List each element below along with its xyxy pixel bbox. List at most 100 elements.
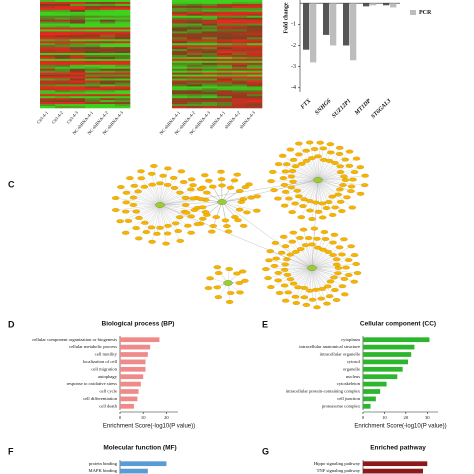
heatmap-cell — [172, 80, 188, 83]
heatmap-cell — [100, 21, 116, 24]
heatmap-cell — [202, 7, 218, 11]
heatmap-cell — [70, 56, 86, 60]
heatmap-cell — [40, 62, 56, 66]
network-edge — [284, 267, 313, 286]
network-edge — [317, 179, 323, 204]
network-edge — [304, 179, 319, 200]
heatmap-cell — [85, 72, 101, 75]
heatmap-cell — [217, 102, 233, 105]
heatmap-cell — [202, 66, 218, 70]
heatmap-cell — [202, 39, 218, 42]
heatmap-cell — [55, 7, 71, 11]
network-node — [130, 183, 138, 188]
heatmap-cell — [40, 84, 56, 87]
heatmap-cell — [85, 29, 101, 32]
heatmap-cell — [55, 54, 71, 58]
heatmap-cell — [70, 1, 86, 5]
heatmap-cell — [115, 66, 131, 70]
heatmap-cell — [40, 60, 56, 64]
network-node — [328, 213, 337, 217]
heatmap-cell — [40, 47, 56, 50]
network-edge — [273, 179, 319, 191]
heatmap-cell — [100, 17, 116, 20]
network-edge — [138, 204, 161, 239]
heatmap-cell — [172, 17, 188, 20]
heatmap-cell — [100, 47, 116, 50]
heatmap-cell — [40, 19, 56, 22]
heatmap-cell — [202, 31, 218, 34]
network-node — [335, 145, 344, 150]
network-node — [171, 221, 180, 226]
heatmap-cell — [70, 29, 86, 32]
network-node — [121, 230, 130, 235]
network-node — [176, 190, 184, 195]
heatmap-cell — [100, 98, 116, 101]
network-node — [235, 189, 244, 193]
heatmap-column-label: Ctrl-4-3 — [66, 110, 80, 125]
network-edge — [311, 254, 343, 269]
network-node — [213, 285, 222, 290]
heatmap-cell — [100, 72, 116, 75]
heatmap-cell — [85, 62, 101, 66]
network-edge — [159, 204, 169, 226]
heatmap-cell — [85, 86, 101, 89]
network-edge — [138, 204, 161, 219]
heatmap-cell — [202, 15, 218, 18]
network-edge — [311, 267, 317, 290]
network-node — [345, 163, 354, 168]
heatmap-cell — [100, 15, 116, 18]
network-node — [332, 257, 341, 262]
heatmap-cell — [172, 58, 188, 62]
bar — [370, 3, 377, 6]
network-edge — [159, 199, 206, 206]
heatmap-cell — [115, 76, 131, 79]
heatmap-cell — [100, 78, 116, 81]
network-node — [341, 178, 350, 182]
heatmap-cell — [217, 80, 233, 83]
network-edge — [159, 204, 179, 232]
bar — [120, 337, 160, 343]
heatmap-cell — [172, 5, 188, 9]
heatmap-cell — [247, 7, 263, 11]
heatmap-cell — [217, 21, 233, 24]
network-node — [296, 247, 305, 251]
heatmap-cell — [217, 31, 233, 34]
heatmap-cell — [247, 19, 263, 22]
heatmap-cell — [40, 58, 56, 62]
network-edge — [126, 202, 161, 206]
heatmap-cell — [247, 96, 263, 99]
heatmap-cell — [70, 47, 86, 50]
heatmap-cell — [232, 5, 248, 9]
bar — [120, 366, 146, 372]
network-edge — [311, 254, 334, 269]
heatmap-cell — [172, 90, 188, 93]
network-node — [174, 229, 183, 233]
network-edge — [298, 154, 319, 181]
heatmap-cell — [70, 100, 86, 103]
heatmap-cell — [187, 29, 203, 32]
network-edge — [270, 251, 313, 269]
heatmap-cell — [217, 17, 233, 20]
heatmap-cell — [187, 58, 203, 62]
heatmap-cell — [232, 54, 248, 58]
network-edge — [283, 177, 319, 181]
network-node — [204, 286, 213, 291]
network-node — [164, 166, 172, 171]
heatmap-cell — [115, 29, 131, 32]
heatmap-cell — [172, 9, 188, 13]
network-node — [287, 174, 296, 179]
network-edge — [311, 267, 337, 301]
heatmap-cell — [55, 64, 71, 68]
heatmap-cell — [40, 102, 56, 105]
heatmap-cell — [172, 76, 188, 79]
heatmap-cell — [217, 96, 233, 99]
heatmap-cell — [232, 15, 248, 18]
heatmap-cell — [115, 72, 131, 75]
network-edge — [311, 247, 318, 269]
heatmap-cell — [55, 29, 71, 32]
heatmap-cell — [187, 86, 203, 89]
heatmap-cell — [100, 94, 116, 97]
heatmap-cell — [40, 33, 56, 36]
heatmap-cell — [100, 39, 116, 42]
heatmap-cell — [100, 35, 116, 38]
